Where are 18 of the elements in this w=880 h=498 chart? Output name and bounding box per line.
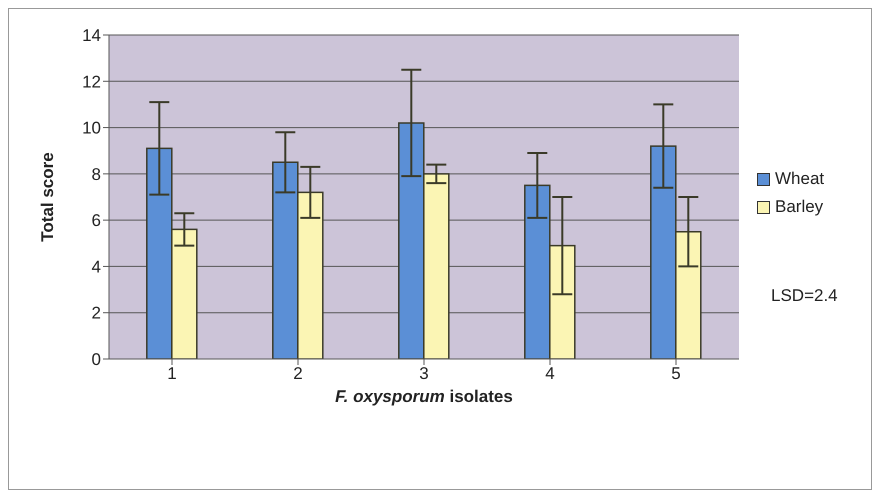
- y-axis-title: Total score: [38, 152, 58, 242]
- x-tick-label: 1: [167, 364, 177, 384]
- y-tick-label: 14: [82, 26, 101, 46]
- legend-label: Barley: [775, 197, 824, 217]
- text: LSD=2.4: [771, 286, 838, 306]
- y-tick-label: 8: [92, 164, 101, 184]
- x-tick-label: 5: [671, 364, 681, 384]
- y-tick-label: 10: [82, 118, 101, 138]
- y-tick-label: 2: [92, 304, 101, 323]
- x-tick-label: 3: [419, 364, 429, 384]
- x-tick-label: 4: [545, 364, 555, 384]
- x-tick-label: 2: [293, 364, 303, 384]
- legend-label: Wheat: [775, 169, 824, 189]
- y-tick-label: 4: [92, 257, 101, 276]
- y-tick-label: 6: [92, 211, 101, 230]
- x-axis-title: F. oxysporum isolates: [334, 387, 514, 407]
- y-tick-label: 12: [82, 72, 101, 92]
- y-tick-label: 0: [92, 350, 101, 370]
